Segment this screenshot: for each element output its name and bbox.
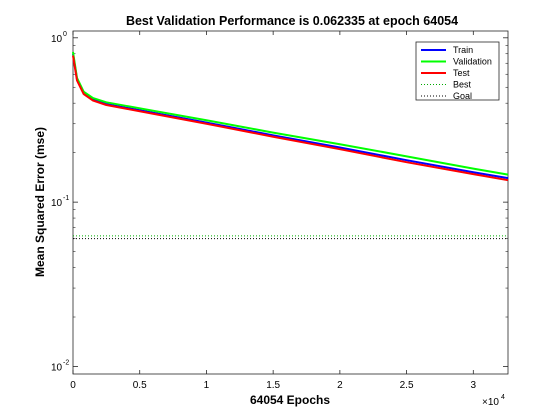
legend-label: Validation (453, 57, 492, 67)
series-line-validation (72, 51, 509, 176)
legend-label: Test (453, 68, 470, 78)
x-tick-label: 2.5 (400, 380, 414, 391)
y-tick-exponent: -2 (63, 359, 69, 366)
y-axis-label: Mean Squared Error (mse) (33, 127, 47, 277)
y-tick-label: 10 (51, 362, 63, 373)
legend-label: Train (453, 45, 473, 55)
series-layer (72, 51, 509, 240)
x-tick-label: 1.5 (266, 380, 280, 391)
y-tick-exponent: -1 (63, 195, 69, 202)
chart-title: Best Validation Performance is 0.062335 … (126, 14, 458, 28)
x-exponent-base: ×10 (482, 397, 499, 408)
x-axis-label: 64054 Epochs (250, 393, 330, 407)
x-exponent-power: 4 (501, 394, 505, 401)
x-exponent: ×10 4 (482, 394, 505, 408)
y-tick-label: 10 (51, 198, 63, 209)
legend-label: Goal (453, 91, 472, 101)
x-tick-label: 2 (337, 380, 343, 391)
x-axis: 0 0.5 1 1.5 2 2.5 3 (70, 31, 477, 391)
legend-box (415, 41, 500, 101)
series-line-test (72, 55, 509, 182)
y-tick-label: 10 (51, 34, 63, 45)
x-tick-label: 0.5 (133, 380, 147, 391)
x-tick-label: 3 (471, 380, 477, 391)
legend-label: Best (453, 80, 472, 90)
y-tick-exponent: 0 (63, 31, 67, 38)
x-tick-label: 1 (204, 380, 210, 391)
x-tick-label: 0 (70, 380, 76, 391)
